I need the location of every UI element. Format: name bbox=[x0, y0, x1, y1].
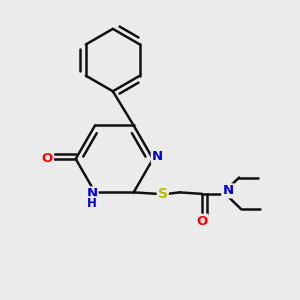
Text: N: N bbox=[86, 188, 98, 200]
Text: O: O bbox=[196, 215, 208, 228]
Text: S: S bbox=[158, 187, 168, 201]
Text: H: H bbox=[87, 197, 97, 210]
Text: N: N bbox=[222, 184, 233, 197]
Text: O: O bbox=[42, 152, 53, 165]
Text: N: N bbox=[152, 150, 163, 163]
